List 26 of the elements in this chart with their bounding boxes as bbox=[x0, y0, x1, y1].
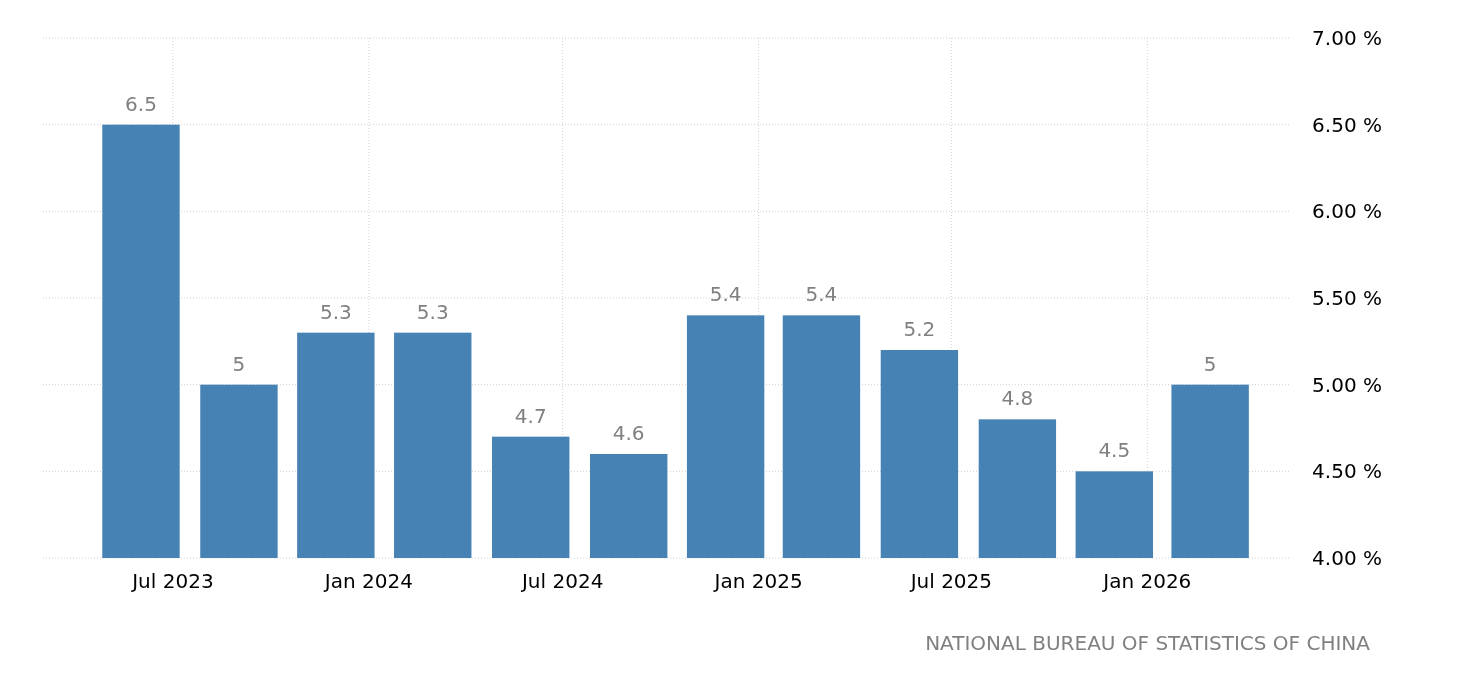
data-label: 4.7 bbox=[514, 403, 547, 428]
data-label: 5.3 bbox=[319, 299, 352, 324]
x-tick-label: Jul 2023 bbox=[130, 569, 214, 593]
y-tick-label: 5.00 % bbox=[1312, 372, 1382, 397]
data-label: 5 bbox=[232, 351, 246, 376]
y-tick-label: 4.50 % bbox=[1312, 459, 1382, 484]
data-label: 6.5 bbox=[125, 91, 157, 116]
data-label: 4.8 bbox=[1001, 386, 1034, 411]
data-label: 5.4 bbox=[709, 282, 742, 307]
x-tick-label: Jan 2024 bbox=[322, 569, 413, 593]
x-tick-label: Jan 2026 bbox=[1101, 569, 1192, 593]
data-label: 5.3 bbox=[416, 299, 449, 324]
y-tick-label: 5.50 % bbox=[1312, 286, 1382, 310]
data-label: 4.6 bbox=[612, 421, 645, 445]
y-tick-label: 6.50 % bbox=[1312, 112, 1382, 137]
y-tick-label: 4.00 % bbox=[1312, 546, 1382, 570]
x-tick-label: Jan 2025 bbox=[712, 569, 803, 593]
y-tick-label: 6.00 % bbox=[1312, 199, 1382, 224]
x-tick-label: Jul 2025 bbox=[908, 569, 993, 593]
y-tick-label: 7.00 % bbox=[1312, 26, 1382, 50]
data-label: 5.4 bbox=[805, 282, 838, 307]
data-label: 5 bbox=[1203, 351, 1217, 376]
x-tick-label: Jul 2024 bbox=[519, 569, 604, 593]
data-label: 5.2 bbox=[903, 317, 936, 341]
data-label: 4.5 bbox=[1098, 438, 1131, 463]
text: NATIONAL BUREAU OF STATISTICS OF CHINA bbox=[925, 631, 1371, 655]
